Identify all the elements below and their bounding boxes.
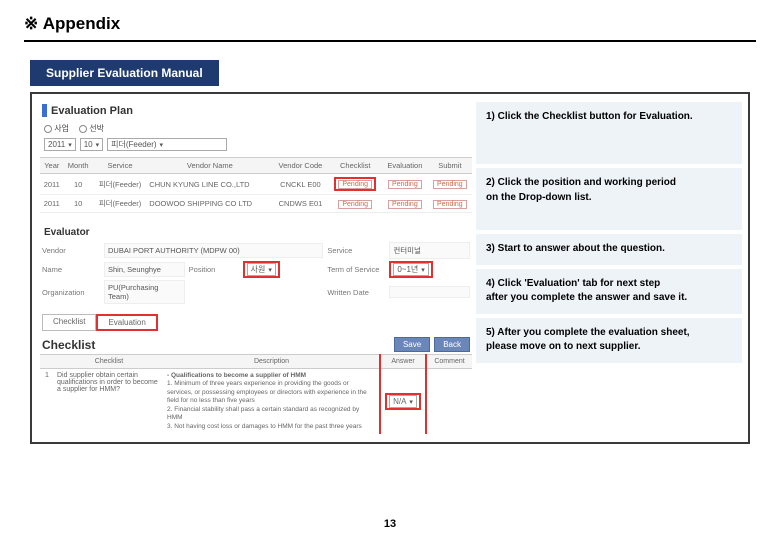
year-select[interactable]: 2011▾ [44,138,76,151]
tab-evaluation[interactable]: Evaluation [96,314,157,331]
plan-section-title: Evaluation Plan [42,104,472,117]
chevron-down-icon: ▾ [160,141,164,149]
checklist-table: Checklist Description Answer Comment 1 D… [40,354,472,434]
subtabs: Checklist Evaluation [42,314,470,331]
page-number: 13 [0,518,780,530]
chevron-down-icon: ▾ [268,266,272,274]
checklist-title: Checklist [42,338,95,352]
evaluator-grid: Vendor DUBAI PORT AUTHORITY (MDPW 00) Se… [42,242,470,304]
position-select[interactable]: 사원▾ [247,263,276,276]
plan-label: Evaluation Plan [51,105,133,117]
evaluator-label: Evaluator [44,227,472,238]
plan-table: Year Month Service Vendor Name Vendor Co… [40,157,472,213]
title-bar: ※ Appendix [24,14,756,42]
type-select[interactable]: 피더(Feeder)▾ [107,138,227,151]
content-panel: Evaluation Plan 사업 선박 2011▾ 10▾ 피더(Feede… [30,92,750,444]
term-select[interactable]: 0~1년▾ [393,263,428,276]
checklist-button[interactable]: Pending [334,177,376,191]
chevron-down-icon: ▾ [68,141,72,149]
chevron-down-icon: ▾ [409,398,413,406]
back-button[interactable]: Back [434,337,470,352]
plan-radios: 사업 선박 [44,123,472,134]
table-row: 201110 피더(Feeder) CHUN KYUNG LINE CO.,LT… [40,174,472,195]
section-tab: Supplier Evaluation Manual [30,60,219,86]
month-select[interactable]: 10▾ [80,138,103,151]
tab-checklist[interactable]: Checklist [42,314,96,331]
table-row: 201110 피더(Feeder) DOOWOO SHIPPING CO LTD… [40,195,472,213]
answer-select[interactable]: N/A▾ [389,395,417,408]
save-button[interactable]: Save [394,337,430,352]
comment-cell[interactable] [426,369,472,435]
note-1: 1) Click the Checklist button for Evalua… [476,102,742,164]
accent-bar [42,104,47,117]
chevron-down-icon: ▾ [421,266,425,274]
chevron-down-icon: ▾ [96,141,100,149]
note-4: 4) Click 'Evaluation' tab for next step … [476,269,742,314]
page-title: Appendix [43,14,120,33]
note-5: 5) After you complete the evaluation she… [476,318,742,363]
instruction-notes: 1) Click the Checklist button for Evalua… [476,102,748,434]
radio-icon[interactable] [44,125,52,133]
note-2: 2) Click the position and working period… [476,168,742,230]
app-screenshot: Evaluation Plan 사업 선박 2011▾ 10▾ 피더(Feede… [40,102,472,434]
table-row: 1 Did supplier obtain certain qualificat… [40,369,472,435]
note-3: 3) Start to answer about the question. [476,234,742,265]
radio-icon[interactable] [79,125,87,133]
title-prefix: ※ [24,14,38,33]
